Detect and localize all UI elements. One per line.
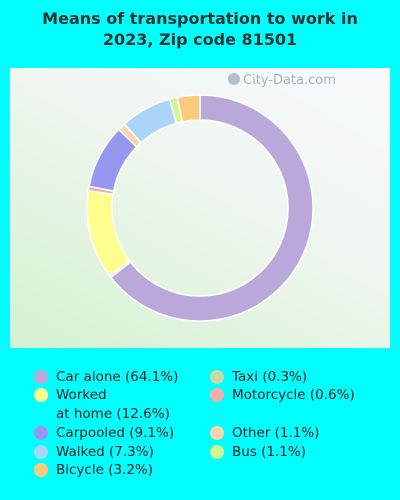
- legend-swatch-taxi: [210, 370, 224, 384]
- legend-swatch-motorcycle: [210, 388, 224, 402]
- legend-label-worked-at-home-line-2: at home (12.6%): [56, 406, 170, 422]
- donut-slice-bicycle: [176, 94, 201, 123]
- legend-swatch-bus: [210, 445, 224, 459]
- chart-title-line-2: 2023, Zip code 81501: [102, 30, 298, 49]
- watermark: City-Data.com: [228, 73, 336, 88]
- legend-label-walked: Walked (7.3%): [56, 444, 154, 460]
- legend-label-bicycle: Bicycle (3.2%): [56, 462, 154, 478]
- legend-label-worked-at-home-line-1: Worked: [56, 387, 107, 403]
- legend-label-bus: Bus (1.1%): [232, 444, 306, 460]
- globe-icon: [228, 73, 240, 85]
- legend-swatch-bicycle: [34, 463, 48, 477]
- legend-label-carpooled: Carpooled (9.1%): [56, 425, 175, 441]
- donut-slice-worked-at-home: [86, 189, 131, 277]
- legend-label-motorcycle: Motorcycle (0.6%): [232, 387, 355, 403]
- chart-title: Means of transportation to work in 2023,…: [0, 8, 400, 50]
- chart-title-line-1: Means of transportation to work in: [42, 9, 358, 28]
- watermark-text: City-Data.com: [243, 73, 336, 88]
- legend-label-car-alone: Car alone (64.1%): [56, 369, 179, 385]
- donut-slice-car-alone: [109, 94, 314, 322]
- legend-swatch-carpooled: [34, 426, 48, 440]
- legend-swatch-car-alone: [34, 370, 48, 384]
- legend-label-other: Other (1.1%): [232, 425, 320, 441]
- legend-swatch-walked: [34, 445, 48, 459]
- legend-label-taxi: Taxi (0.3%): [232, 369, 308, 385]
- legend-swatch-worked-at-home: [34, 388, 48, 402]
- donut-chart: [86, 94, 314, 322]
- legend-swatch-other: [210, 426, 224, 440]
